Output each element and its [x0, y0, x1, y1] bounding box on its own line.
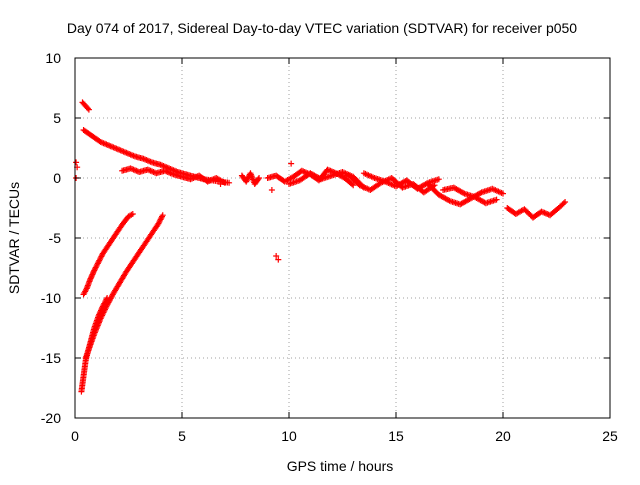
x-axis-label: GPS time / hours — [287, 458, 394, 474]
chart-title: Day 074 of 2017, Sidereal Day-to-day VTE… — [67, 20, 577, 36]
data-point — [275, 256, 282, 263]
x-tick-label: 10 — [281, 428, 297, 444]
y-tick-label: 5 — [53, 110, 61, 126]
data-point — [85, 106, 92, 113]
data-point — [129, 211, 136, 217]
y-tick-label: -10 — [41, 290, 61, 306]
data-point — [477, 190, 484, 197]
data-point — [255, 176, 262, 183]
axis-ticks: 0 5 10 15 20 25 -20 -15 -10 -5 0 5 10 — [41, 50, 618, 444]
y-tick-label: -5 — [49, 230, 62, 246]
x-tick-label: 15 — [388, 428, 404, 444]
grid — [75, 58, 610, 418]
data-points — [73, 99, 569, 395]
x-tick-label: 0 — [71, 428, 79, 444]
data-point — [500, 190, 506, 197]
data-point — [256, 175, 263, 181]
y-axis-label: SDTVAR / TECUs — [6, 182, 22, 294]
data-point — [73, 159, 80, 166]
y-tick-label: 10 — [45, 50, 61, 66]
data-point — [273, 253, 280, 259]
data-point — [89, 271, 96, 278]
data-point — [90, 268, 97, 275]
data-point — [87, 275, 94, 282]
data-point — [88, 272, 95, 279]
data-point — [435, 176, 442, 183]
data-point — [268, 187, 275, 193]
data-point — [562, 199, 569, 205]
data-point — [159, 212, 166, 219]
data-point — [460, 189, 467, 196]
data-point — [493, 196, 500, 203]
data-point — [221, 179, 228, 186]
x-tick-label: 20 — [495, 428, 511, 444]
data-point — [84, 105, 91, 112]
data-point — [350, 182, 357, 189]
y-tick-label: -20 — [41, 410, 61, 426]
y-tick-label: -15 — [41, 350, 61, 366]
data-point — [90, 270, 97, 277]
data-point — [217, 181, 224, 187]
x-tick-label: 25 — [602, 428, 618, 444]
data-point — [348, 181, 355, 188]
x-tick-label: 5 — [178, 428, 186, 444]
y-tick-label: 0 — [53, 170, 61, 186]
data-point — [288, 160, 295, 167]
data-point — [88, 274, 95, 281]
data-point — [560, 200, 567, 207]
data-point — [445, 197, 452, 204]
data-point — [86, 277, 93, 283]
